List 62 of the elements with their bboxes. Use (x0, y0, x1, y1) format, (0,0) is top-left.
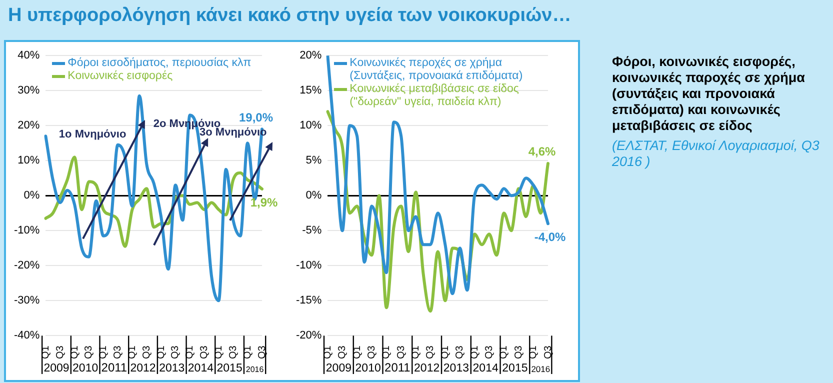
y-tick-label: 0% (24, 190, 40, 202)
text: 2014 (472, 362, 499, 374)
x-tick-label: Q3 (425, 345, 436, 360)
chart-title: Η υπερφορολόγηση κάνει κακό στην υγεία των νοικοκυριών… (8, 5, 572, 27)
y-tick-label: 10% (18, 154, 40, 167)
text: 2012 (130, 362, 156, 374)
y-tick-label: 30% (18, 84, 40, 97)
text: (ΕΛΣΤΑΤ, Εθνικοί Λογαριασμοί, Q3 2016 ) (612, 138, 820, 170)
x-tick-label: Q3 (337, 345, 348, 360)
y-tick-label: -15% (296, 294, 322, 307)
y-tick-label: 15% (300, 84, 322, 97)
y-tick-label: -10% (296, 260, 322, 272)
data-label: 19,0% (238, 110, 274, 124)
x-tick-label: Q3 (366, 345, 378, 360)
x-tick-label: Q3 (484, 345, 495, 360)
y-tick-label: -20% (296, 330, 322, 342)
x-tick-label: Q3 (256, 345, 268, 360)
text: 2012 (414, 362, 440, 374)
data-label: 4,6% (528, 144, 556, 159)
text: 2015 (216, 362, 242, 374)
x-tick-label: Q3 (84, 345, 95, 360)
y-tick-label: 20% (18, 120, 40, 132)
annotation: 1ο Μνημόνιο (58, 128, 126, 141)
x-tick-label: Q3 (199, 345, 210, 360)
y-tick-label: -10% (14, 224, 40, 237)
x-tick-label: Q3 (228, 345, 239, 360)
x-tick-label: Q3 (112, 345, 124, 360)
text: 2010 (355, 362, 381, 374)
data-label: -4,0% (534, 230, 566, 244)
legend-label: Φόροι εισοδήματος, περιουσίας κλπ (68, 56, 252, 70)
x-tick-label: Q3 (141, 345, 152, 360)
text: 2013 (443, 362, 469, 374)
text: Φόροι, κοινωνικές εισφορές, κοινωνικές παροχές σε χρήμα (συντάξεις και προνοιακά επιδόματα) και κοινωνικές μεταβιβάσεις σε είδος (612, 54, 806, 134)
x-tick-label: Q3 (54, 345, 66, 360)
legend-label: Κοινωνικές μεταβιβάσεις σε είδος ("δωρεάν" υγεία, παιδεία κλπ) (350, 82, 520, 109)
text: 2009 (44, 362, 70, 374)
text: 2015 (502, 362, 528, 374)
text: 2010 (72, 362, 98, 374)
text: 2011 (384, 360, 411, 374)
x-tick-label: Q3 (170, 345, 182, 360)
y-tick-label: -20% (14, 260, 40, 272)
text: 2014 (188, 362, 214, 374)
y-tick-label: -40% (14, 330, 40, 342)
legend-label: Κοινωνικές εισφορές (68, 70, 173, 83)
y-tick-label: 0% (306, 190, 322, 202)
legend-label: Κοινωνικές περοχές σε χρήμα (Συντάξεις, προνοιακά επιδόματα) (350, 56, 524, 83)
y-tick-label: 5% (306, 154, 322, 167)
y-tick-label: 40% (18, 50, 40, 62)
y-tick-label: -5% (302, 224, 322, 237)
text: 2013 (159, 362, 185, 374)
x-tick-label: Q3 (542, 345, 554, 360)
data-label: 1,9% (250, 195, 278, 210)
text: 2016 (531, 364, 550, 374)
text: 2009 (326, 362, 352, 374)
y-tick-label: 10% (300, 120, 322, 132)
x-tick-label: Q3 (396, 345, 407, 360)
x-tick-label: Q3 (454, 345, 466, 360)
y-tick-label: 20% (300, 50, 322, 62)
y-tick-label: -30% (14, 294, 40, 307)
text: 2016 (246, 365, 264, 374)
x-tick-label: Q3 (513, 345, 524, 360)
text: 2011 (101, 360, 128, 374)
